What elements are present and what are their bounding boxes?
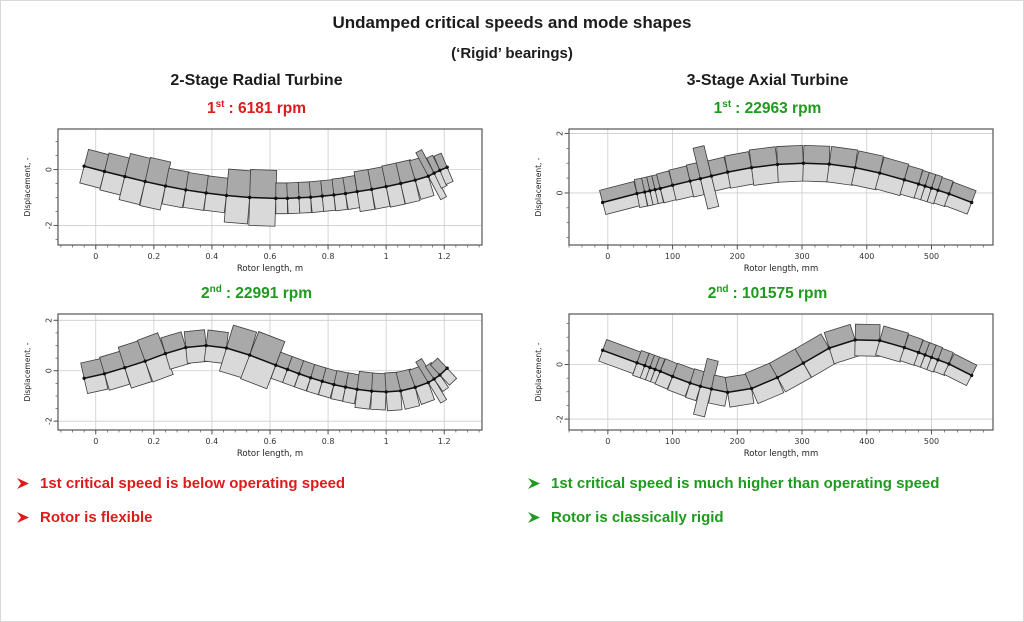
svg-text:Displacement, -: Displacement, - xyxy=(23,342,32,401)
mode-speed: : 22991 rpm xyxy=(225,285,312,303)
svg-text:-2: -2 xyxy=(555,415,564,423)
svg-text:300: 300 xyxy=(794,437,809,446)
heading-axial-turbine: 3-Stage Axial Turbine xyxy=(686,72,849,89)
mode-label-axial-2: 2nd: 101575 rpm xyxy=(708,284,828,306)
bullet-item: 1st critical speed is much higher than o… xyxy=(528,474,939,494)
svg-text:0.2: 0.2 xyxy=(147,437,160,446)
svg-text:1.2: 1.2 xyxy=(437,252,450,261)
arrow-bullet-icon xyxy=(528,478,540,489)
mode-label-axial-1: 1st: 22963 rpm xyxy=(714,99,822,121)
heading-radial-turbine: 2-Stage Radial Turbine xyxy=(170,72,343,89)
page-subtitle: (‘Rigid’ bearings) xyxy=(451,45,573,62)
svg-text:0: 0 xyxy=(605,252,610,261)
svg-text:-2: -2 xyxy=(44,417,53,425)
svg-text:0: 0 xyxy=(93,252,98,261)
column-radial-turbine: 2-Stage Radial Turbine 1st: 6181 rpm 0 0.… xyxy=(1,72,512,543)
svg-text:200: 200 xyxy=(729,252,744,261)
plot-axial-mode-2: 0 100 200 300 400 500 0 -2 Rotor length, mm Displ… xyxy=(534,313,994,459)
svg-text:-2: -2 xyxy=(44,221,53,229)
plot-axial-mode-1: 0 100 200 300 400 500 2 0 Rotor length, mm Displa… xyxy=(534,128,994,274)
svg-text:0: 0 xyxy=(93,437,98,446)
mode-ordinal: 2 xyxy=(707,285,717,303)
svg-text:0: 0 xyxy=(605,437,610,446)
svg-text:Rotor length, mm: Rotor length, mm xyxy=(743,449,818,459)
page-title: Undamped critical speeds and mode shapes xyxy=(332,13,692,32)
bullet-text: Rotor is flexible xyxy=(40,509,153,527)
bullet-text: 1st critical speed is much higher than o… xyxy=(551,475,940,492)
svg-text:0.4: 0.4 xyxy=(205,252,218,261)
mode-ordinal-suffix: st xyxy=(722,99,732,110)
arrow-bullet-icon xyxy=(17,512,29,524)
mode-label-radial-2: 2nd: 22991 rpm xyxy=(201,284,312,306)
bullet-list-radial: 1st critical speed is below operating sp… xyxy=(17,474,345,543)
bullet-list-axial: 1st critical speed is much higher than o… xyxy=(528,474,939,543)
bullet-text: 1st critical speed is below operating sp… xyxy=(40,475,346,492)
svg-text:0.6: 0.6 xyxy=(263,437,276,446)
bullet-item: 1st critical speed is below operating sp… xyxy=(17,474,345,494)
arrow-bullet-icon xyxy=(528,512,540,524)
svg-text:Rotor length, mm: Rotor length, mm xyxy=(743,264,818,274)
svg-text:1: 1 xyxy=(383,437,388,446)
svg-text:Displacement, -: Displacement, - xyxy=(23,157,32,216)
svg-text:2: 2 xyxy=(555,131,564,136)
svg-text:0.6: 0.6 xyxy=(263,252,276,261)
svg-text:0: 0 xyxy=(44,167,53,172)
svg-text:1.2: 1.2 xyxy=(437,437,450,446)
mode-ordinal: 1 xyxy=(206,100,216,118)
svg-text:0.8: 0.8 xyxy=(321,252,334,261)
mode-ordinal-suffix: nd xyxy=(209,284,222,295)
svg-text:0: 0 xyxy=(555,190,564,195)
arrow-bullet-icon xyxy=(17,478,29,489)
svg-text:0.4: 0.4 xyxy=(205,437,218,446)
plot-radial-mode-1: 0 0.2 0.4 0.6 0.8 1 1.2 0 -2 Rotor length, m Displ… xyxy=(23,128,483,274)
mode-ordinal: 2 xyxy=(200,285,210,303)
svg-text:1: 1 xyxy=(383,252,388,261)
mode-label-radial-1: 1st: 6181 rpm xyxy=(207,99,306,121)
svg-text:400: 400 xyxy=(859,252,874,261)
bullet-item: Rotor is classically rigid xyxy=(528,508,939,528)
svg-text:0.8: 0.8 xyxy=(321,437,334,446)
svg-text:Rotor length, m: Rotor length, m xyxy=(236,264,302,274)
column-axial-turbine: 3-Stage Axial Turbine 1st: 22963 rpm 0 10… xyxy=(512,72,1023,543)
mode-ordinal: 1 xyxy=(713,100,723,118)
svg-text:0: 0 xyxy=(555,362,564,367)
svg-text:500: 500 xyxy=(923,252,938,261)
svg-text:400: 400 xyxy=(859,437,874,446)
svg-text:100: 100 xyxy=(664,252,679,261)
svg-text:Displacement, -: Displacement, - xyxy=(534,342,543,401)
svg-text:2: 2 xyxy=(44,318,53,323)
mode-speed: : 22963 rpm xyxy=(735,100,822,118)
svg-text:200: 200 xyxy=(729,437,744,446)
mode-speed: : 6181 rpm xyxy=(228,100,307,118)
mode-speed: : 101575 rpm xyxy=(732,285,828,303)
svg-text:0: 0 xyxy=(44,368,53,373)
mode-ordinal-suffix: nd xyxy=(716,284,729,295)
svg-text:0.2: 0.2 xyxy=(147,252,160,261)
svg-text:Rotor length, m: Rotor length, m xyxy=(236,449,302,459)
svg-text:Displacement, -: Displacement, - xyxy=(534,157,543,216)
bullet-item: Rotor is flexible xyxy=(17,508,345,528)
svg-text:500: 500 xyxy=(923,437,938,446)
plot-radial-mode-2: 0 0.2 0.4 0.6 0.8 1 1.2 2 0 -2 Rotor length, m Disp… xyxy=(23,313,483,459)
svg-text:100: 100 xyxy=(664,437,679,446)
mode-ordinal-suffix: st xyxy=(215,99,225,110)
columns-container: 2-Stage Radial Turbine 1st: 6181 rpm 0 0.… xyxy=(1,72,1023,543)
bullet-text: Rotor is classically rigid xyxy=(551,509,724,527)
svg-text:300: 300 xyxy=(794,252,809,261)
